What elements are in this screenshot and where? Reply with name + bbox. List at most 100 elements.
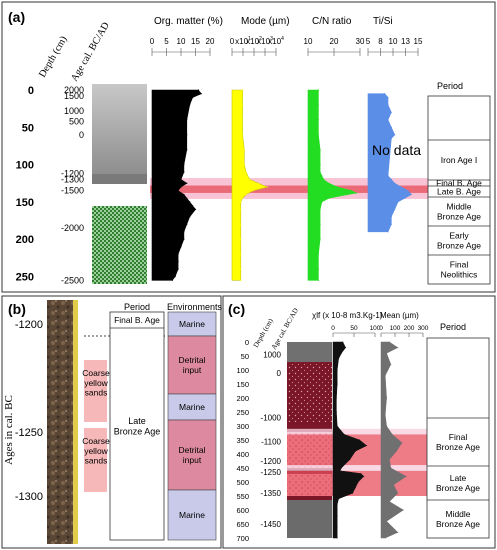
panel-c-age-tick-6: -1350 xyxy=(261,489,282,498)
mode-point xyxy=(240,201,242,203)
tisi-point xyxy=(390,223,392,225)
panel-a-band-2 xyxy=(150,192,428,199)
panel-c-period-table xyxy=(426,337,490,539)
panel-a-band-0 xyxy=(150,178,428,186)
cn-ratio-point xyxy=(328,182,330,184)
tisi-point xyxy=(394,208,396,210)
panel-c-age-tick-5: -1250 xyxy=(261,468,282,477)
panel-c-depth-tick-100-line: 100 xyxy=(236,366,249,375)
env-label-2-line: Marine xyxy=(179,402,205,412)
org-matter-tick-label-line: 20 xyxy=(206,37,215,46)
panel-c-period-2-line: Middle xyxy=(445,509,470,519)
cn-ratio-point xyxy=(317,89,319,91)
mode-tick-label: x103 xyxy=(257,36,273,46)
panel-c-depth-tick-50-line: 50 xyxy=(241,352,249,361)
tisi-point xyxy=(390,137,392,140)
tisi-tick-label-line: 5 xyxy=(366,37,371,46)
mode-point xyxy=(240,223,242,225)
mode-tick-label-line: x10 xyxy=(235,37,248,46)
depth-tick-150: 150 xyxy=(16,197,34,209)
panel-c-period-1: Late Bronze Age xyxy=(436,473,480,493)
mode-tick-exponent: 1 xyxy=(248,36,251,42)
tisi-point xyxy=(390,216,392,218)
mean-point xyxy=(388,341,390,343)
panel-a-period-3-line: Bronze Age xyxy=(437,211,481,221)
panel-c-depth-tick-450-line: 450 xyxy=(236,464,249,473)
tisi-point xyxy=(390,111,392,113)
panel-c-depth-tick-650-line: 650 xyxy=(236,520,249,529)
mean-point xyxy=(395,450,397,452)
sediment-top-grey xyxy=(287,342,332,362)
panel-b-period-1: Late Bronze Age xyxy=(114,416,161,436)
age-tick-1500: 1500 xyxy=(64,91,84,101)
mean-point xyxy=(384,375,386,377)
mean-tick-label: 200 xyxy=(404,325,415,332)
panel-c-depth-tick-450: 450 xyxy=(236,464,249,473)
mean-tick-label: 100 xyxy=(390,325,401,332)
mode-point xyxy=(242,197,244,199)
chi-point xyxy=(359,439,361,441)
tisi-point xyxy=(394,182,396,184)
panel-c-depth-tick-300-line: 300 xyxy=(236,422,249,431)
panel-a-period-header: Period xyxy=(437,81,463,91)
panel-c-depth-tick-150-line: 150 xyxy=(236,380,249,389)
chi-tick-label: 0 xyxy=(331,325,335,332)
panel-c-letter: (c) xyxy=(228,301,245,317)
mode-point xyxy=(240,238,242,240)
panel-c-age-tick-2: -1000 xyxy=(261,414,282,423)
panel-b-period-0: Final B. Age xyxy=(114,315,160,325)
panel-c-depth-tick-0: 0 xyxy=(245,338,249,347)
mode-tick-label: x104 xyxy=(268,36,284,46)
panel-a-period-0: Iron Age I xyxy=(441,155,477,165)
panel-b-periods: Final B. Age Late Bronze Age xyxy=(114,315,161,436)
org-matter-point xyxy=(192,205,194,207)
chi-point xyxy=(357,481,359,483)
tisi-point xyxy=(387,175,389,177)
panel-c-period-1-line: Bronze Age xyxy=(436,483,480,493)
age-tick-1500-line: 1500 xyxy=(64,91,84,101)
age-tick-m1300: -1300 xyxy=(61,175,84,185)
depth-tick-150-line: 150 xyxy=(16,197,34,209)
mode-point xyxy=(243,164,245,166)
org-matter-point xyxy=(180,186,182,188)
panel-b-period-1-line: Bronze Age xyxy=(114,426,161,436)
panel-a-period-2: Late B. Age xyxy=(437,187,481,197)
chi-point xyxy=(336,383,338,385)
chi-tick-label-line: 50 xyxy=(350,325,358,332)
org-matter-point xyxy=(200,93,202,95)
cn-ratio-point xyxy=(319,208,321,210)
mode-point xyxy=(245,171,247,173)
mean-point xyxy=(386,520,388,522)
panel-c-depth-tick-600: 600 xyxy=(236,506,249,515)
chi-point xyxy=(345,347,347,349)
grey-lithology xyxy=(92,84,147,174)
panel-b-axis-title: Ages in cal. BC xyxy=(3,395,15,465)
tisi-tick-label-line: 10 xyxy=(389,37,398,46)
sand-label-0-line: yellow xyxy=(84,378,108,388)
age-tick-2000-line: 2000 xyxy=(64,85,84,95)
panel-c-depth-tick-250-line: 250 xyxy=(236,408,249,417)
org-matter-tick-label-line: 0 xyxy=(150,37,155,46)
panel-c-age-tick-1-line: 0 xyxy=(277,369,282,378)
org-matter-point xyxy=(186,134,188,136)
tisi-point xyxy=(390,178,392,181)
chi-point xyxy=(336,515,338,517)
mean-tick-label: 300 xyxy=(418,325,429,332)
cn-ratio-point xyxy=(321,201,323,203)
org-matter-title: Org. matter (%) xyxy=(154,16,223,27)
org-matter-point xyxy=(177,268,179,270)
sand-label-1: Coarse yellow sands xyxy=(82,436,110,466)
panel-c-age-tick-0-line: 1000 xyxy=(263,351,281,360)
cn-ratio-point xyxy=(317,104,319,106)
chi-point xyxy=(336,526,338,528)
mean-point xyxy=(390,467,392,469)
no-data-label: No data xyxy=(372,142,421,158)
age-tick-m2500-line: -2500 xyxy=(61,275,84,285)
depth-tick-50-line: 50 xyxy=(22,122,34,134)
chi-title: χlf (x 10-8 m3.Kg-1) xyxy=(312,311,383,320)
mean-point xyxy=(405,475,407,477)
org-matter-point xyxy=(174,275,176,278)
panel-a-band-1 xyxy=(150,185,428,193)
panel-b-period-1-line: Late xyxy=(128,416,146,426)
